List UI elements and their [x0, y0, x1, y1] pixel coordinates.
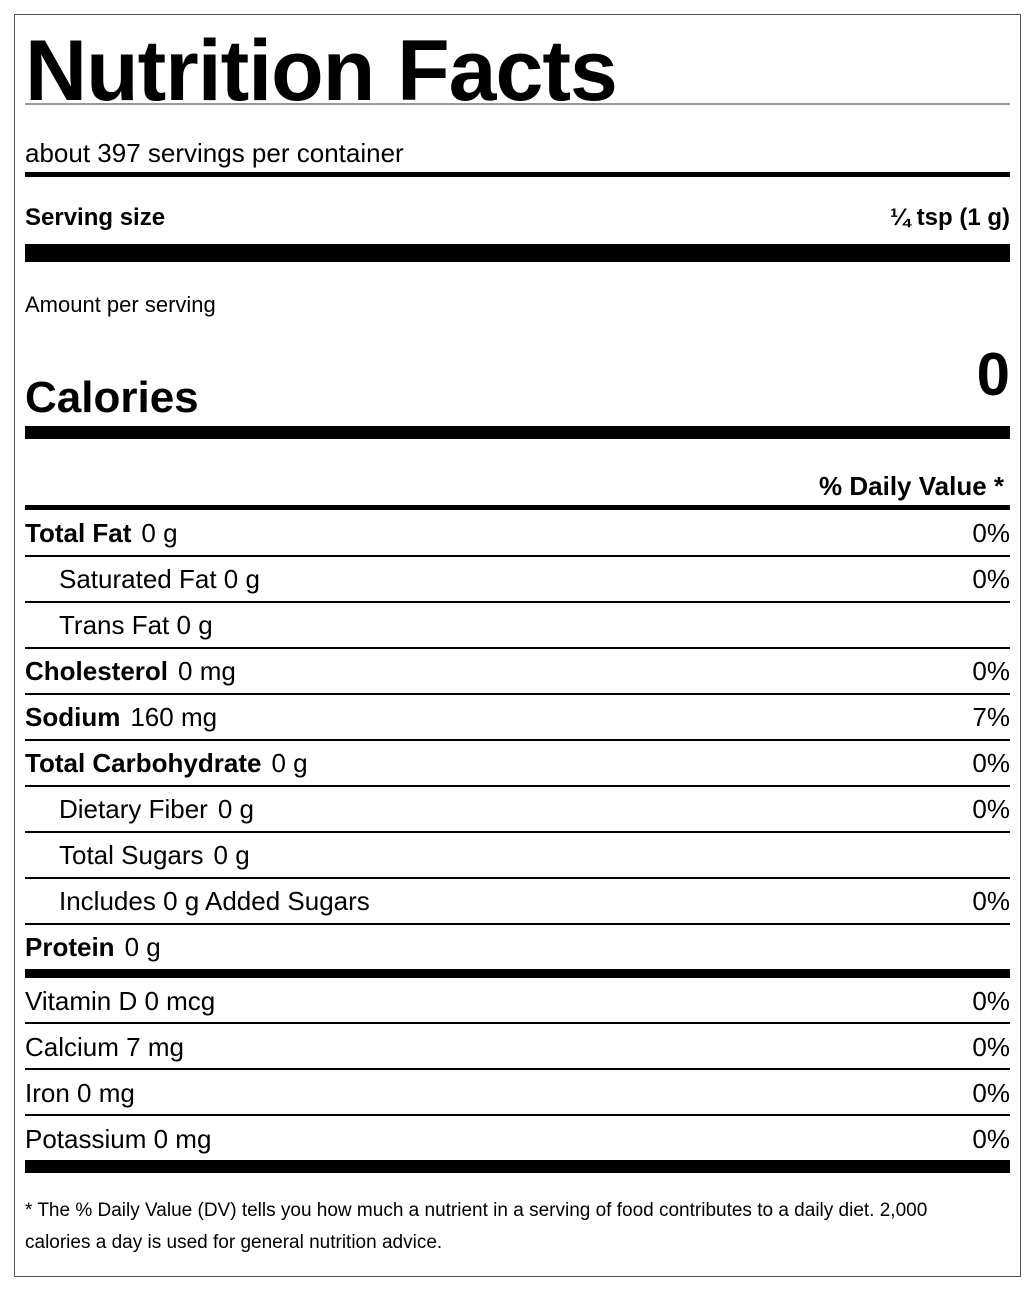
- nutrient-amount: 0 g: [213, 840, 250, 870]
- nutrient-name: Protein: [25, 932, 115, 962]
- label-title: Nutrition Facts: [25, 23, 618, 119]
- protein-thick-divider: [25, 969, 1010, 978]
- vitamin-row-iron: Iron 0 mg 0%: [25, 1071, 1010, 1115]
- vitamin-name: Vitamin D 0 mcg: [25, 986, 216, 1016]
- daily-value-header: % Daily Value *: [819, 471, 1004, 501]
- row-divider: [25, 1068, 1010, 1070]
- bottom-thick-divider: [25, 1160, 1010, 1173]
- nutrient-amount: 0 g: [271, 748, 308, 778]
- nutrient-amount: 0 mg: [178, 656, 236, 686]
- nutrient-dv: 0%: [972, 886, 1010, 916]
- row-divider: [25, 877, 1010, 879]
- vitamin-row-potassium: Potassium 0 mg 0%: [25, 1117, 1010, 1161]
- nutrient-row-total-carbohydrate: Total Carbohydrate 0 g 0%: [25, 741, 1010, 785]
- row-divider: [25, 739, 1010, 741]
- serving-size-label: Serving size: [25, 204, 166, 231]
- nutrient-row-cholesterol: Cholesterol 0 mg 0%: [25, 649, 1010, 693]
- vitamin-dv: 0%: [972, 1032, 1010, 1062]
- nutrient-name: Cholesterol: [25, 656, 169, 686]
- nutrient-dv: 0%: [972, 518, 1010, 548]
- nutrient-row-trans-fat: Trans Fat 0 g: [25, 603, 1010, 647]
- nutrient-row-total-fat: Total Fat 0 g 0%: [25, 511, 1010, 555]
- nutrient-name: Total Carbohydrate: [25, 748, 262, 778]
- row-divider: [25, 555, 1010, 557]
- nutrient-dv: 0%: [972, 564, 1010, 594]
- nutrient-name: Sodium: [25, 702, 121, 732]
- nutrient-name: Dietary Fiber: [59, 794, 208, 824]
- nutrient-row-saturated-fat: Saturated Fat 0 g 0%: [25, 557, 1010, 601]
- vitamin-row-calcium: Calcium 7 mg 0%: [25, 1025, 1010, 1069]
- row-divider: [25, 1022, 1010, 1024]
- vitamin-dv: 0%: [972, 1124, 1010, 1154]
- row-divider: [25, 601, 1010, 603]
- nutrient-name: Includes 0 g Added Sugars: [59, 886, 370, 916]
- row-divider: [25, 831, 1010, 833]
- nutrient-amount: 0 g: [124, 932, 161, 962]
- nutrient-dv: 0%: [972, 794, 1010, 824]
- nutrient-amount: 0 g: [217, 794, 254, 824]
- nutrient-row-sodium: Sodium 160 mg 7%: [25, 695, 1010, 739]
- calories-divider: [25, 426, 1010, 439]
- row-divider: [25, 693, 1010, 695]
- nutrient-row-dietary-fiber: Dietary Fiber 0 g 0%: [25, 787, 1010, 831]
- vitamin-name: Calcium 7 mg: [25, 1032, 184, 1062]
- nutrient-row-added-sugars: Includes 0 g Added Sugars 0%: [25, 879, 1010, 923]
- row-divider: [25, 923, 1010, 925]
- servings-per-container: about 397 servings per container: [25, 138, 404, 168]
- nutrient-dv: 0%: [972, 748, 1010, 778]
- nutrient-name: Trans Fat 0 g: [59, 610, 213, 640]
- serving-size-row: Serving size ¼ tsp (1 g): [25, 203, 1010, 233]
- calories-label: Calories: [25, 373, 199, 422]
- nutrient-name: Total Sugars: [59, 840, 204, 870]
- row-divider: [25, 1114, 1010, 1116]
- nutrient-row-protein: Protein 0 g: [25, 925, 1010, 969]
- vitamin-name: Potassium 0 mg: [25, 1124, 212, 1154]
- nutrient-row-total-sugars: Total Sugars 0 g: [25, 833, 1010, 877]
- nutrient-amount: 0 g: [141, 518, 178, 548]
- dv-header-divider: [25, 505, 1010, 510]
- title-divider: [25, 103, 1010, 105]
- calories-value: 0: [976, 341, 1010, 408]
- row-divider: [25, 785, 1010, 787]
- vitamin-name: Iron 0 mg: [25, 1078, 135, 1108]
- nutrient-amount: 160 mg: [130, 702, 218, 732]
- nutrient-name: Saturated Fat 0 g: [59, 564, 260, 594]
- daily-value-footnote: * The % Daily Value (DV) tells you how m…: [25, 1200, 928, 1253]
- nutrient-dv: 0%: [972, 656, 1010, 686]
- vitamin-dv: 0%: [972, 986, 1010, 1016]
- row-divider: [25, 647, 1010, 649]
- serving-size-value: ¼ tsp (1 g): [889, 204, 1010, 231]
- vitamin-dv: 0%: [972, 1078, 1010, 1108]
- nutrition-label: Nutrition Facts about 397 servings per c…: [14, 14, 1021, 1277]
- nutrient-name: Total Fat: [25, 518, 132, 548]
- serving-size-thick-divider: [25, 244, 1010, 262]
- vitamin-row-vitamin-d: Vitamin D 0 mcg 0%: [25, 979, 1010, 1023]
- amount-per-serving: Amount per serving: [25, 292, 216, 317]
- nutrient-dv: 7%: [972, 702, 1010, 732]
- servings-divider: [25, 172, 1010, 177]
